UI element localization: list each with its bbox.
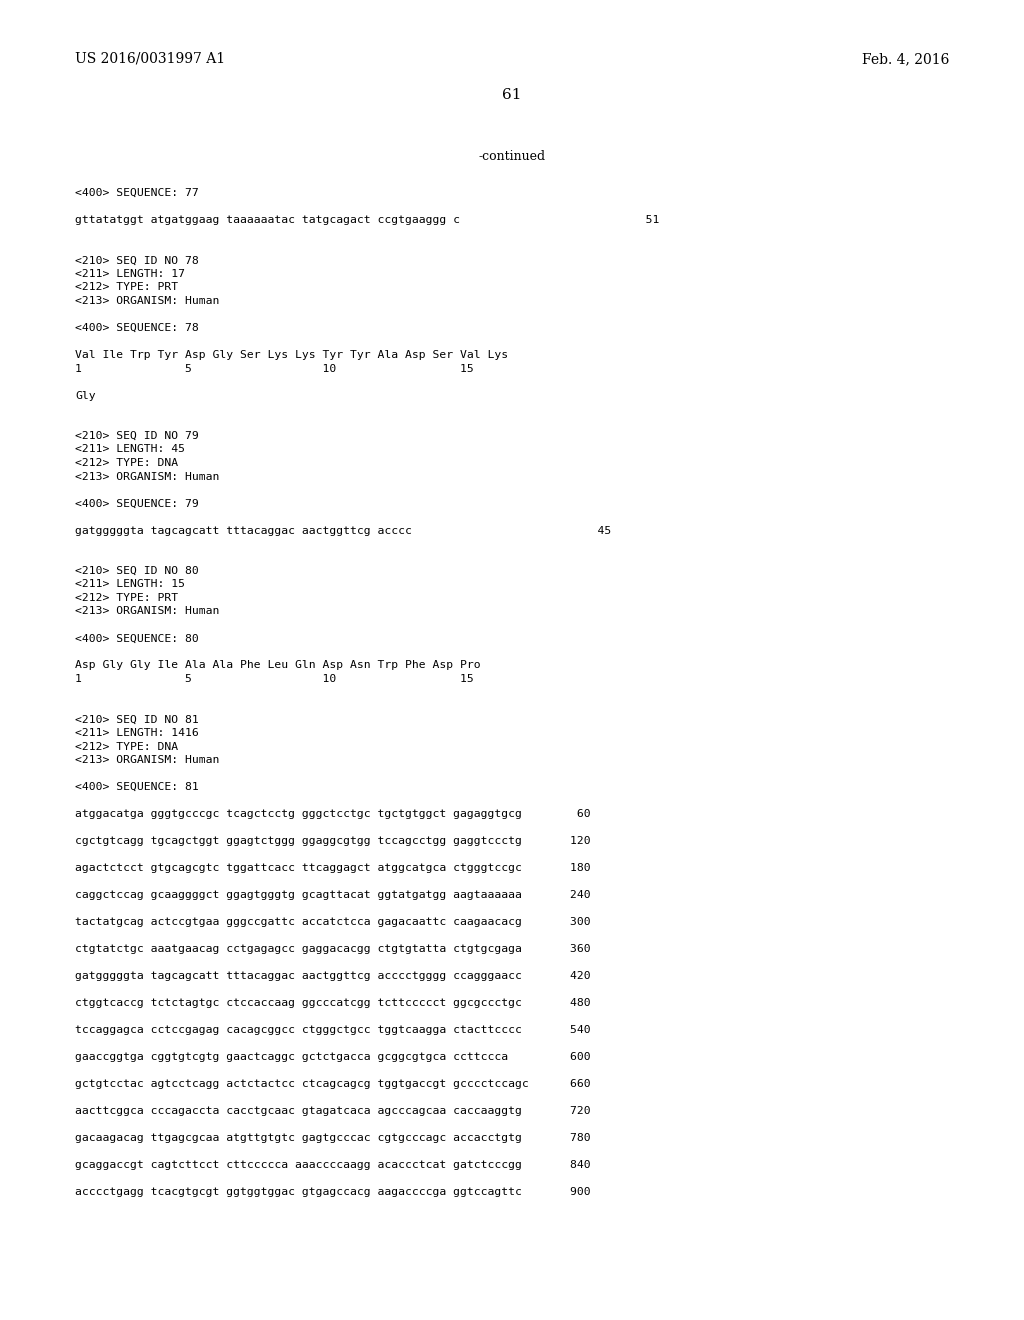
Text: <210> SEQ ID NO 78: <210> SEQ ID NO 78 <box>75 256 199 265</box>
Text: agactctcct gtgcagcgtc tggattcacc ttcaggagct atggcatgca ctgggtccgc       180: agactctcct gtgcagcgtc tggattcacc ttcagga… <box>75 863 591 873</box>
Text: <212> TYPE: PRT: <212> TYPE: PRT <box>75 593 178 603</box>
Text: gcaggaccgt cagtcttcct cttccccca aaaccccaagg acaccctcat gatctcccgg       840: gcaggaccgt cagtcttcct cttccccca aaacccca… <box>75 1160 591 1170</box>
Text: <213> ORGANISM: Human: <213> ORGANISM: Human <box>75 296 219 306</box>
Text: 1               5                   10                  15: 1 5 10 15 <box>75 363 474 374</box>
Text: gatgggggta tagcagcatt tttacaggac aactggttcg acccctgggg ccagggaacc       420: gatgggggta tagcagcatt tttacaggac aactggt… <box>75 972 591 981</box>
Text: ctgtatctgc aaatgaacag cctgagagcc gaggacacgg ctgtgtatta ctgtgcgaga       360: ctgtatctgc aaatgaacag cctgagagcc gaggaca… <box>75 944 591 954</box>
Text: <212> TYPE: PRT: <212> TYPE: PRT <box>75 282 178 293</box>
Text: caggctccag gcaaggggct ggagtgggtg gcagttacat ggtatgatgg aagtaaaaaa       240: caggctccag gcaaggggct ggagtgggtg gcagtta… <box>75 890 591 900</box>
Text: 1               5                   10                  15: 1 5 10 15 <box>75 675 474 684</box>
Text: <211> LENGTH: 17: <211> LENGTH: 17 <box>75 269 185 279</box>
Text: <213> ORGANISM: Human: <213> ORGANISM: Human <box>75 606 219 616</box>
Text: <213> ORGANISM: Human: <213> ORGANISM: Human <box>75 755 219 766</box>
Text: 61: 61 <box>502 88 522 102</box>
Text: tactatgcag actccgtgaa gggccgattc accatctcca gagacaattc caagaacacg       300: tactatgcag actccgtgaa gggccgattc accatct… <box>75 917 591 927</box>
Text: <211> LENGTH: 45: <211> LENGTH: 45 <box>75 445 185 454</box>
Text: Gly: Gly <box>75 391 95 400</box>
Text: <210> SEQ ID NO 81: <210> SEQ ID NO 81 <box>75 714 199 725</box>
Text: <211> LENGTH: 1416: <211> LENGTH: 1416 <box>75 729 199 738</box>
Text: <212> TYPE: DNA: <212> TYPE: DNA <box>75 458 178 469</box>
Text: atggacatga gggtgcccgc tcagctcctg gggctcctgc tgctgtggct gagaggtgcg        60: atggacatga gggtgcccgc tcagctcctg gggctcc… <box>75 809 591 818</box>
Text: <211> LENGTH: 15: <211> LENGTH: 15 <box>75 579 185 590</box>
Text: gaaccggtga cggtgtcgtg gaactcaggc gctctgacca gcggcgtgca ccttccca         600: gaaccggtga cggtgtcgtg gaactcaggc gctctga… <box>75 1052 591 1063</box>
Text: gttatatggt atgatggaag taaaaaatac tatgcagact ccgtgaaggg c                        : gttatatggt atgatggaag taaaaaatac tatgcag… <box>75 215 659 224</box>
Text: gacaagacag ttgagcgcaa atgttgtgtc gagtgcccac cgtgcccagc accacctgtg       780: gacaagacag ttgagcgcaa atgttgtgtc gagtgcc… <box>75 1133 591 1143</box>
Text: acccctgagg tcacgtgcgt ggtggtggac gtgagccacg aagaccccga ggtccagttc       900: acccctgagg tcacgtgcgt ggtggtggac gtgagcc… <box>75 1187 591 1197</box>
Text: tccaggagca cctccgagag cacagcggcc ctgggctgcc tggtcaagga ctacttcccc       540: tccaggagca cctccgagag cacagcggcc ctgggct… <box>75 1026 591 1035</box>
Text: <400> SEQUENCE: 78: <400> SEQUENCE: 78 <box>75 323 199 333</box>
Text: cgctgtcagg tgcagctggt ggagtctggg ggaggcgtgg tccagcctgg gaggtccctg       120: cgctgtcagg tgcagctggt ggagtctggg ggaggcg… <box>75 836 591 846</box>
Text: <210> SEQ ID NO 80: <210> SEQ ID NO 80 <box>75 566 199 576</box>
Text: Asp Gly Gly Ile Ala Ala Phe Leu Gln Asp Asn Trp Phe Asp Pro: Asp Gly Gly Ile Ala Ala Phe Leu Gln Asp … <box>75 660 480 671</box>
Text: <400> SEQUENCE: 80: <400> SEQUENCE: 80 <box>75 634 199 644</box>
Text: <400> SEQUENCE: 81: <400> SEQUENCE: 81 <box>75 781 199 792</box>
Text: Val Ile Trp Tyr Asp Gly Ser Lys Lys Tyr Tyr Ala Asp Ser Val Lys: Val Ile Trp Tyr Asp Gly Ser Lys Lys Tyr … <box>75 350 508 360</box>
Text: Feb. 4, 2016: Feb. 4, 2016 <box>861 51 949 66</box>
Text: <213> ORGANISM: Human: <213> ORGANISM: Human <box>75 471 219 482</box>
Text: aacttcggca cccagaccta cacctgcaac gtagatcaca agcccagcaa caccaaggtg       720: aacttcggca cccagaccta cacctgcaac gtagatc… <box>75 1106 591 1115</box>
Text: ctggtcaccg tctctagtgc ctccaccaag ggcccatcgg tcttccccct ggcgccctgc       480: ctggtcaccg tctctagtgc ctccaccaag ggcccat… <box>75 998 591 1008</box>
Text: US 2016/0031997 A1: US 2016/0031997 A1 <box>75 51 225 66</box>
Text: <400> SEQUENCE: 77: <400> SEQUENCE: 77 <box>75 187 199 198</box>
Text: gatgggggta tagcagcatt tttacaggac aactggttcg acccc                           45: gatgggggta tagcagcatt tttacaggac aactggt… <box>75 525 611 536</box>
Text: gctgtcctac agtcctcagg actctactcc ctcagcagcg tggtgaccgt gcccctccagc      660: gctgtcctac agtcctcagg actctactcc ctcagca… <box>75 1078 591 1089</box>
Text: <400> SEQUENCE: 79: <400> SEQUENCE: 79 <box>75 499 199 508</box>
Text: <212> TYPE: DNA: <212> TYPE: DNA <box>75 742 178 751</box>
Text: <210> SEQ ID NO 79: <210> SEQ ID NO 79 <box>75 432 199 441</box>
Text: -continued: -continued <box>478 150 546 162</box>
